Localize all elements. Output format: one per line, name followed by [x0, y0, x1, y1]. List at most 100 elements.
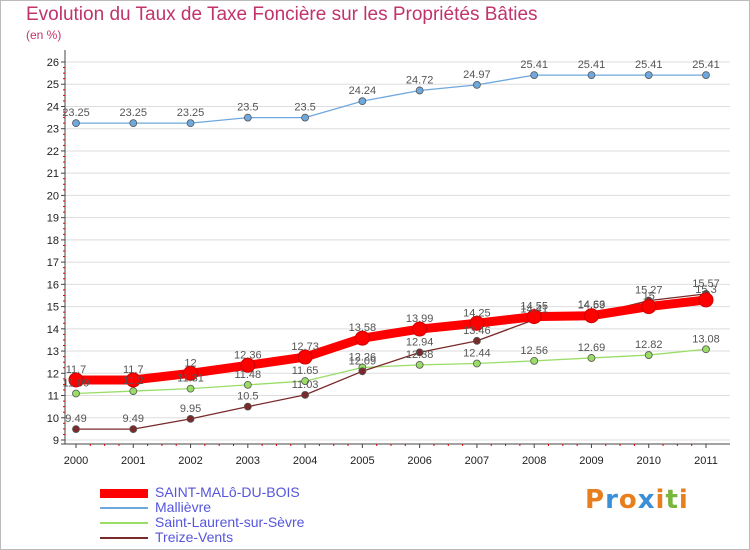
data-label: 11.48: [234, 369, 261, 381]
y-tick-label: 22: [47, 146, 59, 158]
data-label: 24.24: [349, 85, 377, 97]
data-label: 11.2: [123, 375, 144, 387]
logo-letter: i: [655, 485, 666, 515]
data-label: 12.69: [578, 342, 606, 354]
data-point: [415, 348, 424, 357]
data-point: [583, 308, 599, 324]
data-point: [129, 387, 138, 395]
legend-item: SAINT-MALô-DU-BOIS: [100, 484, 400, 500]
logo-letter: P: [585, 485, 606, 515]
data-point: [183, 365, 199, 381]
data-point: [698, 292, 714, 308]
data-point: [530, 356, 539, 365]
data-label: 12.38: [406, 349, 434, 361]
x-axis-ticks: 2000 2001 2002 2003 2004 2005 2006 2007 2008 2009…: [64, 444, 718, 467]
data-label: 13.08: [692, 333, 720, 345]
data-label: 12.09: [349, 355, 377, 367]
data-label: 13.46: [463, 325, 491, 337]
data-label: 23.5: [237, 102, 258, 114]
data-point: [243, 402, 252, 411]
data-point: [530, 71, 539, 80]
data-point: [68, 372, 84, 388]
data-label: 14.63: [578, 299, 606, 311]
y-tick-label: 14: [47, 324, 59, 336]
legend-label: SAINT-MALô-DU-BOIS: [155, 484, 300, 500]
data-label: 24.72: [406, 74, 434, 86]
data-point: [473, 359, 481, 368]
series-line: [75, 348, 707, 395]
data-point: [473, 81, 481, 89]
legend-item: Mallièvre: [100, 499, 400, 515]
data-label: 10.5: [237, 391, 258, 403]
data-label: 14.41: [520, 304, 548, 316]
data-label: 12: [184, 357, 196, 369]
x-tick-label: 2008: [522, 455, 546, 467]
data-label: 11.65: [292, 365, 319, 377]
data-point: [243, 113, 252, 122]
x-tick-label: 2010: [636, 455, 660, 467]
data-label: 13.99: [406, 313, 434, 325]
logo-letter: o: [618, 485, 638, 515]
data-label: 12.56: [520, 345, 548, 357]
legend-swatch: [100, 522, 148, 524]
data-label: 11.03: [292, 379, 319, 391]
data-point: [644, 71, 653, 80]
y-tick-label: 16: [47, 279, 59, 291]
x-tick-label: 2006: [407, 455, 431, 467]
data-label: 12.36: [234, 349, 262, 361]
y-axis-ticks: 9 10 11 12 13 14 15 16 17 18 19 20 21 22 23 24 25 26: [47, 57, 65, 447]
data-label: 14.59: [578, 300, 606, 312]
data-label: 15.3: [695, 284, 716, 296]
legend-item: Treize-Vents: [100, 529, 400, 545]
data-label: 12.82: [635, 339, 663, 351]
x-tick-label: 2005: [350, 455, 374, 467]
data-point: [587, 71, 596, 80]
data-label: 14.55: [520, 301, 548, 313]
data-label: 25.41: [692, 59, 720, 71]
y-tick-label: 18: [47, 235, 59, 247]
y-tick-label: 23: [47, 124, 59, 136]
data-point: [702, 345, 710, 354]
data-point: [301, 377, 309, 385]
logo-letter: i: [678, 485, 689, 515]
data-point: [301, 390, 309, 399]
data-point: [297, 349, 313, 365]
data-point: [125, 372, 141, 388]
data-point: [129, 425, 138, 434]
legend-swatch: [100, 507, 148, 509]
legend-swatch: [100, 537, 148, 539]
data-label: 12.44: [463, 348, 491, 360]
series-group: [68, 71, 714, 434]
data-labels: 11.7 11.7 12 12.36 12.73 13.58 13.99 14.25 14.55…: [62, 59, 720, 425]
data-label: 12.73: [291, 341, 319, 353]
logo-letter: t: [665, 485, 679, 515]
legend-label: Saint-Laurent-sur-Sèvre: [155, 514, 305, 530]
data-point: [587, 354, 596, 362]
data-label: 9.49: [65, 413, 86, 425]
x-tick-label: 2002: [178, 455, 202, 467]
y-tick-label: 10: [47, 413, 59, 425]
data-point: [243, 380, 252, 389]
data-point: [358, 367, 367, 376]
x-tick-label: 2001: [121, 455, 145, 467]
chart-title: Evolution du Taux de Taxe Foncière sur l…: [26, 4, 538, 25]
data-point: [412, 321, 428, 337]
data-point: [72, 389, 80, 398]
x-tick-label: 2007: [465, 455, 489, 467]
y-tick-label: 11: [48, 391, 59, 403]
data-label: 14.25: [463, 307, 491, 319]
data-point: [186, 414, 195, 423]
data-label: 25.41: [578, 59, 606, 71]
data-point: [354, 330, 370, 346]
data-point: [415, 360, 424, 369]
data-label: 15.57: [692, 278, 720, 290]
y-tick-label: 13: [47, 346, 59, 358]
grid-lines: [65, 61, 730, 441]
data-label: 12.94: [406, 336, 434, 348]
y-tick-label: 9: [53, 435, 59, 447]
data-point: [72, 425, 80, 434]
data-label: 25.41: [635, 59, 663, 71]
data-label: 11.7: [66, 364, 87, 376]
data-point: [702, 71, 710, 80]
